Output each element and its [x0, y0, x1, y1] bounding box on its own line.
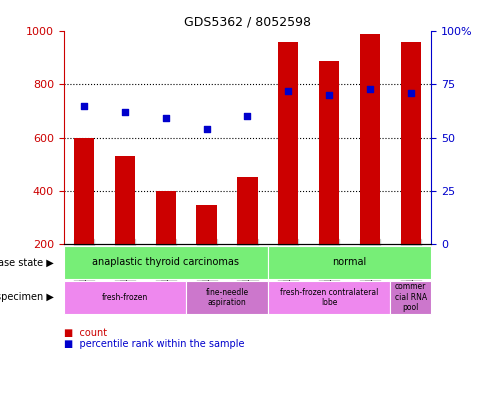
Point: [162, 115, 170, 121]
Point: [244, 113, 251, 119]
Point: [121, 109, 129, 115]
Bar: [319, 61, 339, 244]
Bar: [401, 42, 421, 244]
Text: fresh-frozen contralateral
lobe: fresh-frozen contralateral lobe: [280, 288, 378, 307]
Text: anaplastic thyroid carcinomas: anaplastic thyroid carcinomas: [92, 257, 239, 267]
Title: GDS5362 / 8052598: GDS5362 / 8052598: [184, 16, 311, 29]
Bar: [360, 34, 380, 244]
Text: specimen ▶: specimen ▶: [0, 292, 54, 302]
Text: ■  count: ■ count: [64, 328, 107, 338]
Text: commer
cial RNA
pool: commer cial RNA pool: [395, 283, 427, 312]
Bar: [237, 177, 258, 244]
Bar: [196, 205, 217, 244]
Point: [325, 92, 333, 98]
Text: fine-needle
aspiration: fine-needle aspiration: [205, 288, 248, 307]
Point: [366, 86, 374, 92]
Bar: [115, 156, 135, 244]
Point: [407, 90, 415, 96]
Text: ■  percentile rank within the sample: ■ percentile rank within the sample: [64, 340, 244, 349]
Point: [80, 103, 88, 109]
Text: disease state ▶: disease state ▶: [0, 257, 54, 267]
Text: fresh-frozen: fresh-frozen: [102, 293, 148, 302]
Point: [284, 88, 292, 94]
Bar: [156, 191, 176, 244]
Point: [203, 126, 211, 132]
Text: normal: normal: [332, 257, 367, 267]
Bar: [278, 42, 298, 244]
Bar: [74, 138, 94, 244]
